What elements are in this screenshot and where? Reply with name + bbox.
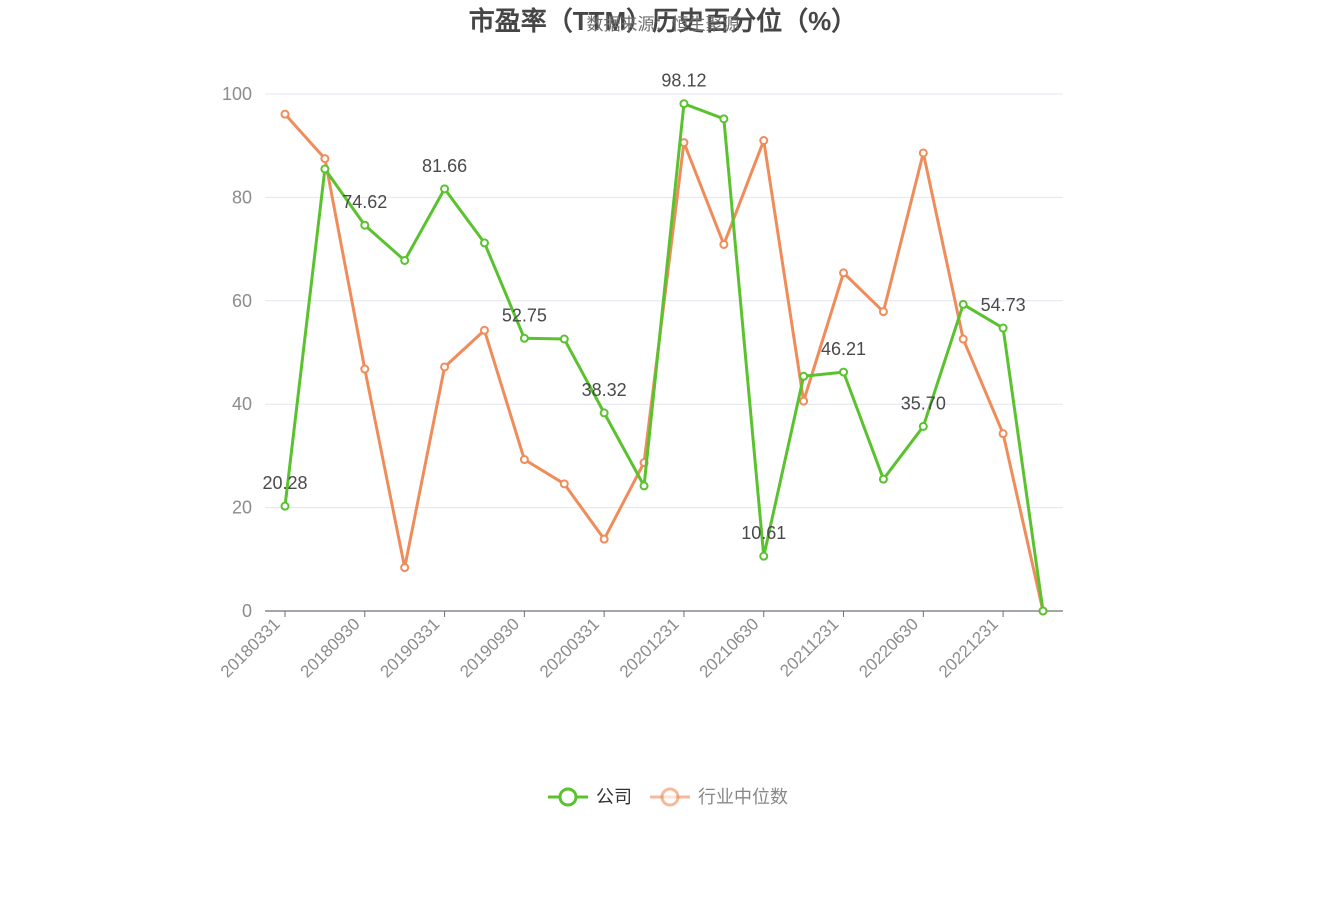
point-1-14 bbox=[839, 268, 849, 278]
x-tick-label-20210630: 20210630 bbox=[696, 614, 763, 681]
point-1-13 bbox=[799, 396, 809, 406]
x-tick-label-20200331: 20200331 bbox=[536, 614, 603, 681]
point-1-6 bbox=[519, 455, 529, 465]
point-1-7 bbox=[559, 479, 569, 489]
x-tick-label-20220630: 20220630 bbox=[855, 614, 922, 681]
data-label-14: 46.21 bbox=[821, 339, 866, 359]
y-tick-label-0: 0 bbox=[242, 601, 252, 621]
point-1-1 bbox=[320, 154, 330, 164]
point-1-12 bbox=[759, 136, 769, 146]
point-1-5 bbox=[479, 325, 489, 335]
point-0-16 bbox=[918, 421, 928, 431]
point-0-7 bbox=[559, 334, 569, 344]
data-label-12: 10.61 bbox=[741, 523, 786, 543]
point-0-1 bbox=[320, 164, 330, 174]
x-tick-label-20221231: 20221231 bbox=[935, 614, 1002, 681]
legend-item-company[interactable]: 公司 bbox=[548, 787, 632, 807]
legend-marker-industry bbox=[660, 787, 680, 807]
legend-label-industry: 行业中位数 bbox=[698, 787, 788, 807]
data-label-2: 74.62 bbox=[342, 192, 387, 212]
point-1-8 bbox=[599, 534, 609, 544]
point-0-11 bbox=[719, 114, 729, 124]
point-0-19 bbox=[1038, 606, 1048, 616]
legend-item-industry[interactable]: 行业中位数 bbox=[650, 787, 788, 807]
point-0-12 bbox=[759, 551, 769, 561]
y-tick-label-40: 40 bbox=[232, 394, 252, 414]
y-axis: 0 20 40 60 80 100 bbox=[222, 84, 252, 621]
data-label-10: 98.12 bbox=[661, 71, 706, 91]
point-1-2 bbox=[360, 364, 370, 374]
point-1-15 bbox=[878, 307, 888, 317]
point-1-0 bbox=[280, 109, 290, 119]
x-tick-label-20211231: 20211231 bbox=[776, 614, 842, 680]
data-label-16: 35.70 bbox=[901, 393, 946, 413]
point-0-18 bbox=[998, 323, 1008, 333]
data-label-4: 81.66 bbox=[422, 156, 467, 176]
legend[interactable]: 公司 行业中位数 bbox=[548, 787, 788, 807]
series-line-1 bbox=[283, 113, 1045, 612]
data-label-18: 54.73 bbox=[981, 295, 1026, 315]
y-tick-label-100: 100 bbox=[222, 84, 252, 104]
point-1-11 bbox=[719, 239, 729, 249]
point-0-6 bbox=[519, 333, 529, 343]
x-tick-label-20190331: 20190331 bbox=[376, 614, 443, 681]
y-tick-label-20: 20 bbox=[232, 498, 252, 518]
point-1-16 bbox=[918, 148, 928, 158]
legend-marker-company bbox=[558, 787, 578, 807]
point-0-8 bbox=[599, 408, 609, 418]
point-1-4 bbox=[440, 362, 450, 372]
point-1-3 bbox=[400, 563, 410, 573]
x-tick-label-20180331: 20180331 bbox=[217, 614, 284, 681]
point-0-13 bbox=[799, 371, 809, 381]
point-0-17 bbox=[958, 299, 968, 309]
x-axis: 20180331 20180930 20190331 20190930 20200331… bbox=[217, 610, 1063, 681]
point-0-0 bbox=[280, 501, 290, 511]
point-0-5 bbox=[479, 238, 489, 248]
point-0-4 bbox=[440, 184, 450, 194]
series-line-0 bbox=[283, 102, 1045, 612]
y-tick-label-60: 60 bbox=[232, 291, 252, 311]
y-tick-label-80: 80 bbox=[232, 187, 252, 207]
chart-title: 市盈率（TTM）历史百分位（%） bbox=[469, 6, 858, 36]
point-1-17 bbox=[958, 334, 968, 344]
x-tick-label-20201231: 20201231 bbox=[616, 614, 683, 681]
point-0-15 bbox=[878, 474, 888, 484]
point-0-10 bbox=[679, 99, 689, 109]
point-1-18 bbox=[998, 429, 1008, 439]
legend-label-company: 公司 bbox=[596, 787, 632, 807]
data-label-6: 52.75 bbox=[502, 305, 547, 325]
point-0-2 bbox=[360, 220, 370, 230]
x-tick-label-20180930: 20180930 bbox=[297, 614, 364, 681]
point-0-14 bbox=[839, 367, 849, 377]
point-0-9 bbox=[639, 481, 649, 491]
chart-subtitle: 数据来源：恒生聚源 bbox=[587, 15, 740, 34]
point-0-3 bbox=[400, 255, 410, 265]
x-tick-label-20190930: 20190930 bbox=[456, 614, 523, 681]
data-label-0: 20.28 bbox=[262, 473, 307, 493]
data-label-8: 38.32 bbox=[582, 380, 627, 400]
data-labels: 20.28 74.62 81.66 52.75 38.32 98.12 10.61 46.21… bbox=[262, 71, 1025, 543]
series-layer bbox=[280, 99, 1048, 616]
